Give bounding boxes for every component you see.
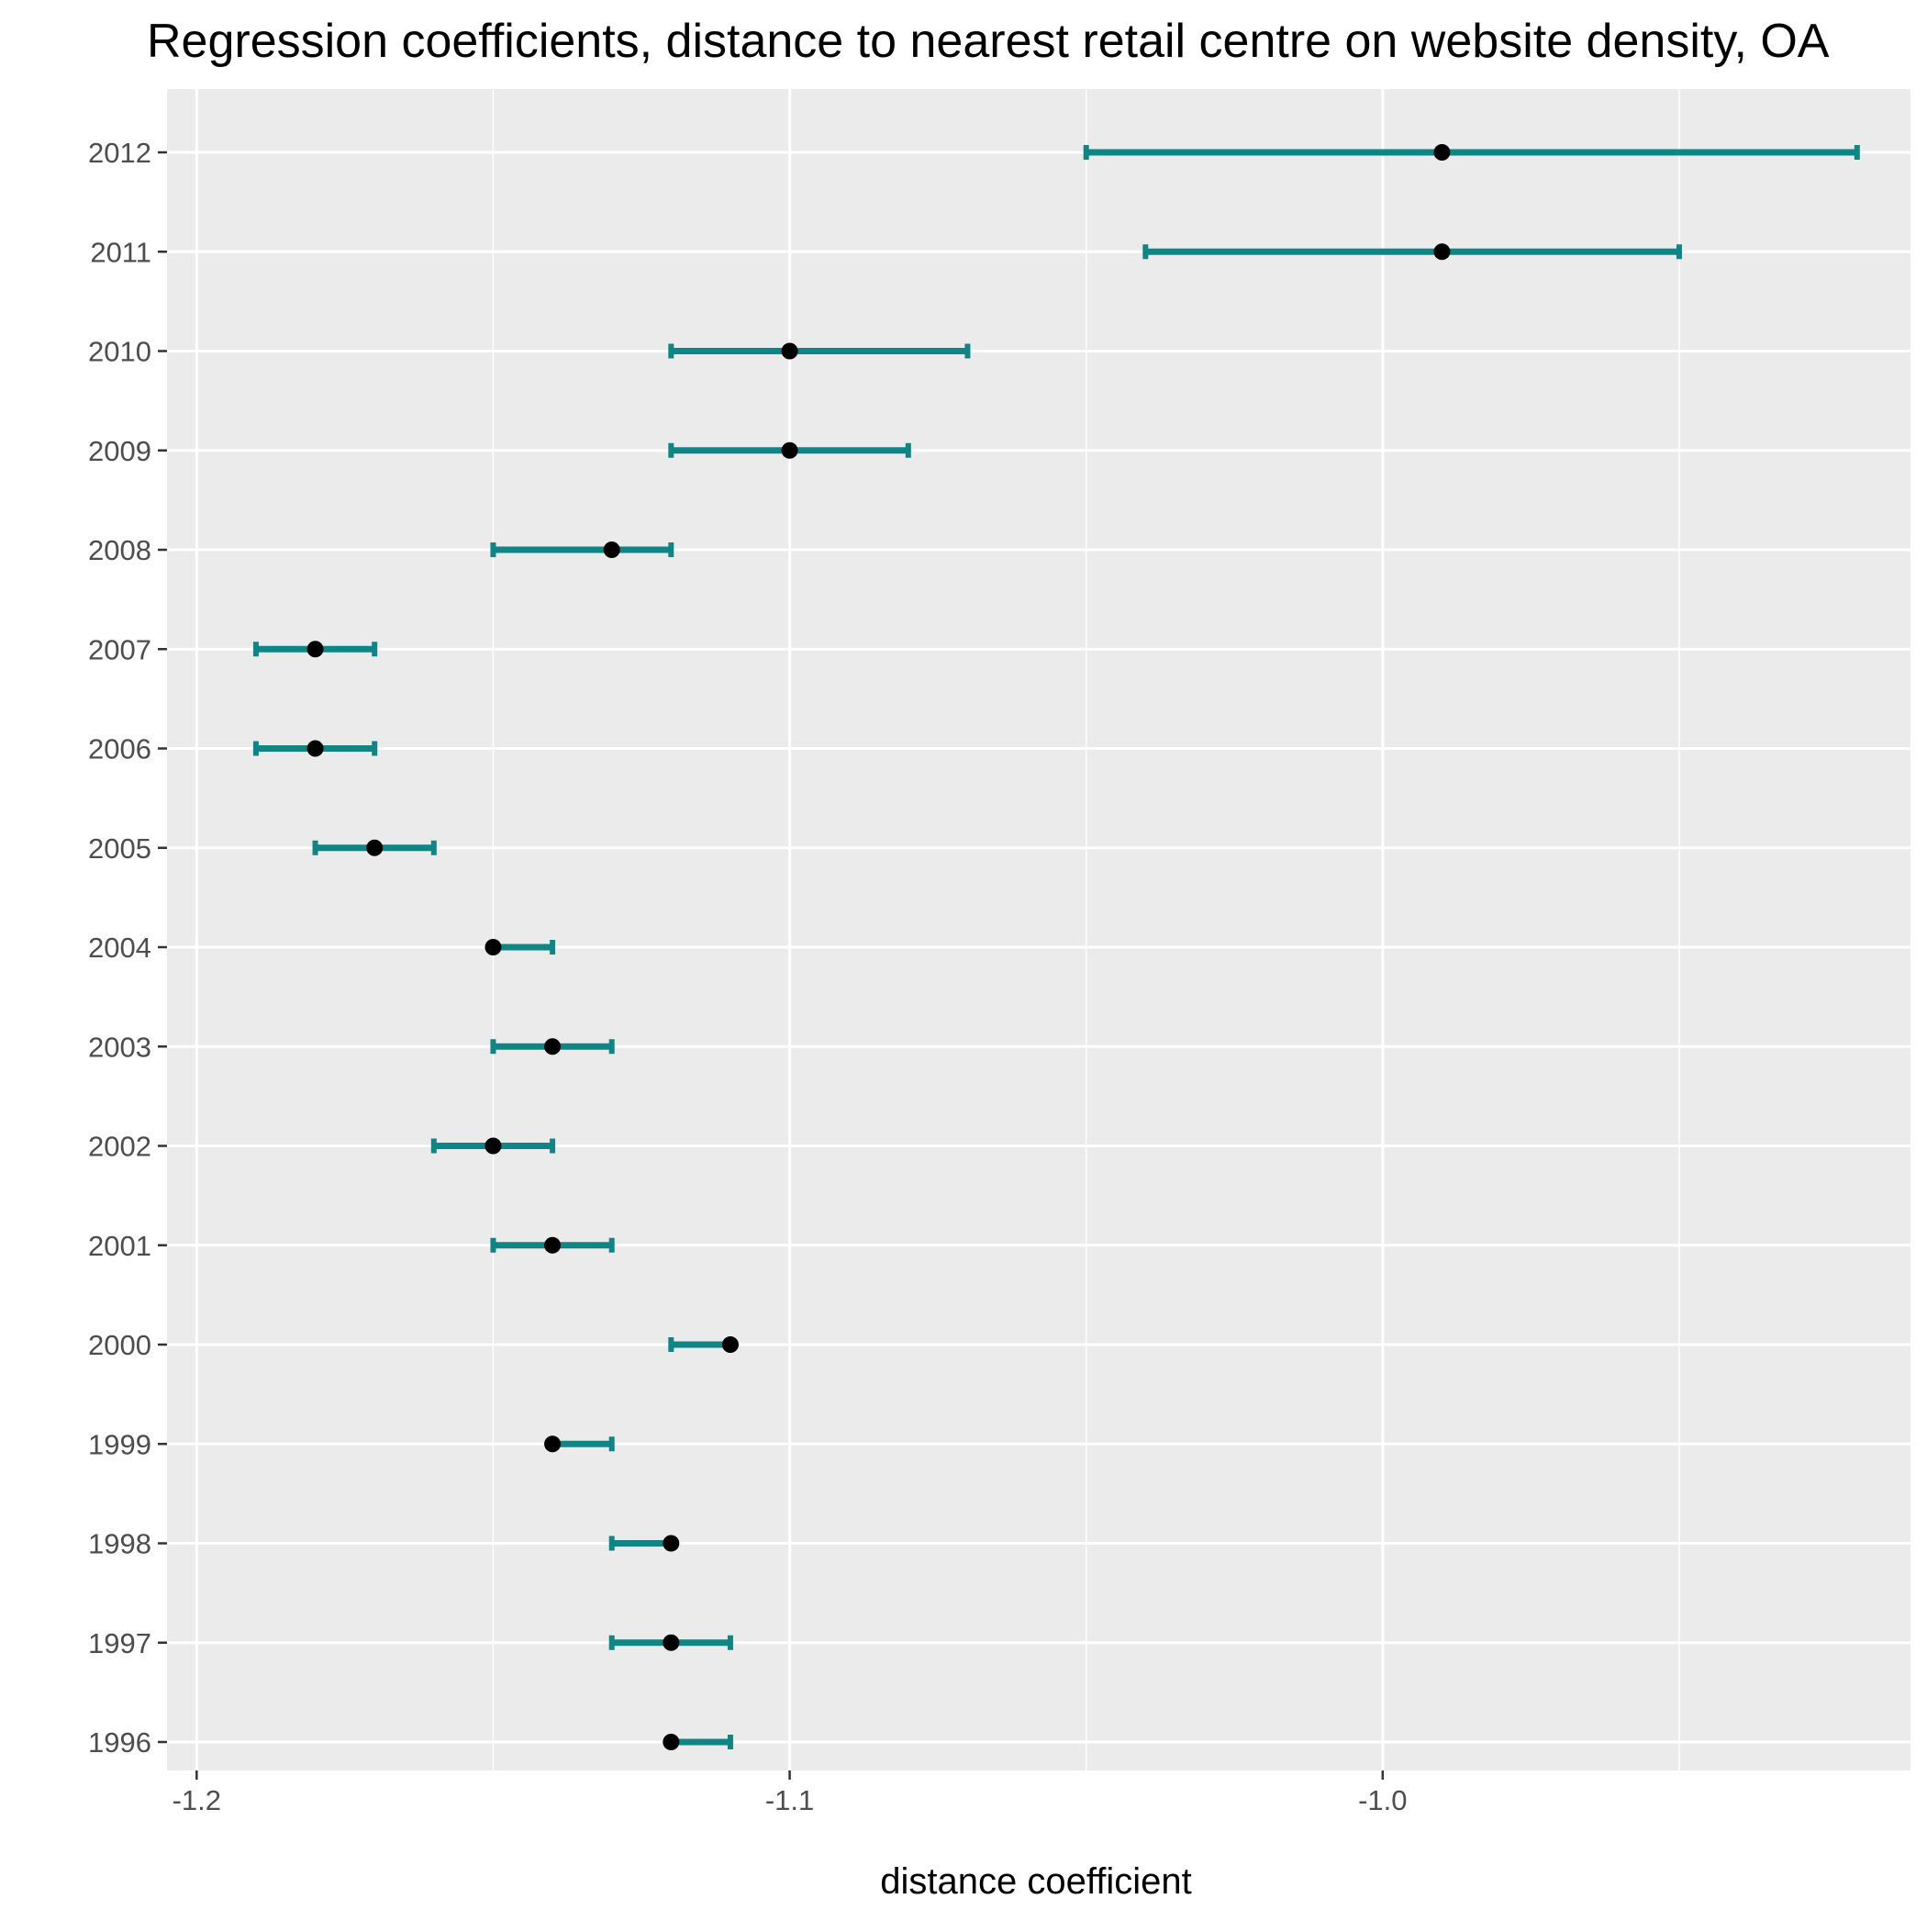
error-bar xyxy=(490,542,674,557)
x-tick-label: -1.0 xyxy=(1358,1784,1407,1816)
estimate-point xyxy=(306,740,324,757)
y-tick-label: 2008 xyxy=(88,534,151,566)
estimate-point xyxy=(663,1734,680,1750)
error-bar xyxy=(668,343,971,359)
x-tick-label: -1.2 xyxy=(173,1784,221,1816)
x-axis-title: distance coefficient xyxy=(880,1861,1191,1902)
estimate-point xyxy=(781,441,798,459)
plot-panel xyxy=(167,89,1910,1770)
estimate-point xyxy=(1433,144,1451,161)
y-tick-label: 2007 xyxy=(88,633,151,665)
y-tick-label: 2011 xyxy=(90,236,151,268)
estimate-point xyxy=(544,1435,562,1453)
estimate-point xyxy=(603,542,620,558)
y-tick-label: 1996 xyxy=(88,1726,151,1759)
y-tick-label: 2009 xyxy=(88,435,151,467)
x-axis: -1.2 -1.1 -1.0 xyxy=(173,1770,1408,1816)
estimate-point xyxy=(544,1236,562,1254)
y-tick-label: 2000 xyxy=(88,1329,151,1361)
estimate-point xyxy=(721,1336,739,1353)
y-tick-label: 2004 xyxy=(88,932,151,964)
estimate-point xyxy=(544,1038,562,1055)
y-tick-label: 2003 xyxy=(88,1031,151,1063)
points xyxy=(306,144,1451,1750)
estimate-point xyxy=(306,641,324,658)
y-tick-label: 2012 xyxy=(88,137,151,169)
chart-title: Regression coefficients, distance to nea… xyxy=(147,15,1830,68)
estimate-point xyxy=(663,1634,680,1651)
y-tick-label: 2001 xyxy=(88,1230,151,1262)
y-tick-label: 2006 xyxy=(88,733,151,765)
y-tick-label: 1997 xyxy=(88,1627,151,1659)
error-bar xyxy=(1142,244,1682,260)
error-bar xyxy=(1083,145,1860,160)
estimate-point xyxy=(485,939,502,955)
estimate-point xyxy=(485,1137,502,1155)
x-tick-label: -1.1 xyxy=(765,1784,814,1816)
estimate-point xyxy=(366,839,384,856)
estimate-point xyxy=(781,342,798,360)
y-tick-label: 1999 xyxy=(88,1428,151,1460)
estimate-point xyxy=(1433,243,1451,261)
y-axis: 1996 1997 1998 1999 2000 2001 2002 2003 2004 2005… xyxy=(88,137,167,1759)
y-tick-label: 2002 xyxy=(88,1131,151,1163)
y-tick-label: 2010 xyxy=(88,336,151,368)
y-tick-label: 2005 xyxy=(88,832,151,865)
y-tick-label: 1998 xyxy=(88,1528,151,1560)
estimate-point xyxy=(663,1535,680,1552)
error-bars xyxy=(252,145,1860,1749)
